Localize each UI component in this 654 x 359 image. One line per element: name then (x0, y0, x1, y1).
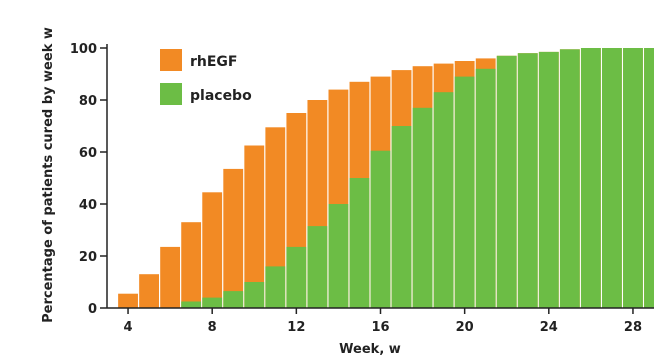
x-tick-label-12: 12 (287, 320, 305, 335)
x-axis-ticks: 4 8 12 16 20 24 28 (124, 308, 642, 335)
placebo-bar-week-26 (580, 48, 601, 308)
placebo-bar-week-18 (412, 107, 433, 308)
placebo-bar-week-20 (454, 76, 475, 308)
x-tick-label-8: 8 (208, 320, 217, 335)
placebo-bar-week-14 (328, 204, 349, 308)
x-axis-title: Week, w (339, 342, 401, 357)
placebo-bar-week-19 (433, 92, 454, 308)
x-tick-label-20: 20 (456, 320, 474, 335)
legend-label-placebo: placebo (190, 88, 252, 104)
rhegf-bar-week-5 (139, 274, 159, 308)
placebo-bar-week-27 (602, 48, 622, 308)
placebo-bar-week-7 (181, 301, 202, 308)
placebo-bar-week-24 (538, 51, 559, 309)
rhegf-bar-week-11 (265, 127, 286, 308)
placebo-bar-week-28 (623, 48, 643, 308)
y-tick-label-20: 20 (79, 250, 97, 265)
rhegf-bar-week-7 (181, 222, 202, 308)
y-tick-label-40: 40 (79, 198, 97, 213)
placebo-bar-week-15 (349, 178, 370, 308)
legend-swatch-placebo (160, 83, 182, 105)
rhegf-bar-week-9 (223, 168, 244, 308)
x-tick-label-24: 24 (540, 320, 558, 335)
y-axis-title: Percentage of patients cured by week w (41, 27, 56, 323)
placebo-bar-week-11 (265, 266, 286, 308)
legend-swatch-rhegf (160, 49, 182, 71)
placebo-bar-week-8 (202, 297, 223, 308)
y-tick-label-100: 100 (70, 42, 97, 57)
x-tick-label-16: 16 (371, 320, 389, 335)
placebo-bar-week-23 (517, 53, 538, 309)
rhegf-bar-week-4 (118, 293, 138, 308)
placebo-bar-week-17 (391, 126, 412, 308)
placebo-bar-week-21 (475, 68, 496, 308)
placebo-bar-week-12 (286, 246, 307, 308)
rhegf-bar-week-10 (244, 145, 265, 308)
y-tick-label-80: 80 (79, 94, 97, 109)
placebo-bar-week-10 (244, 282, 265, 308)
placebo-bar-week-13 (307, 226, 328, 308)
placebo-bar-week-29 (644, 48, 654, 308)
x-tick-label-28: 28 (624, 320, 642, 335)
placebo-bar-week-25 (559, 49, 580, 309)
placebo-bar-week-22 (496, 55, 517, 308)
y-axis-ticks: 0 20 40 60 80 100 (70, 42, 107, 317)
placebo-bar-week-9 (223, 291, 244, 308)
placebo-bars (181, 48, 654, 309)
legend-label-rhegf: rhEGF (190, 54, 238, 70)
rhegf-bar-week-6 (160, 246, 181, 308)
legend: rhEGF placebo (160, 49, 252, 105)
y-tick-label-0: 0 (88, 302, 97, 317)
y-tick-label-60: 60 (79, 146, 97, 161)
rhegf-bar-week-8 (202, 192, 223, 308)
placebo-bar-week-16 (370, 150, 391, 308)
x-tick-label-4: 4 (124, 320, 133, 335)
